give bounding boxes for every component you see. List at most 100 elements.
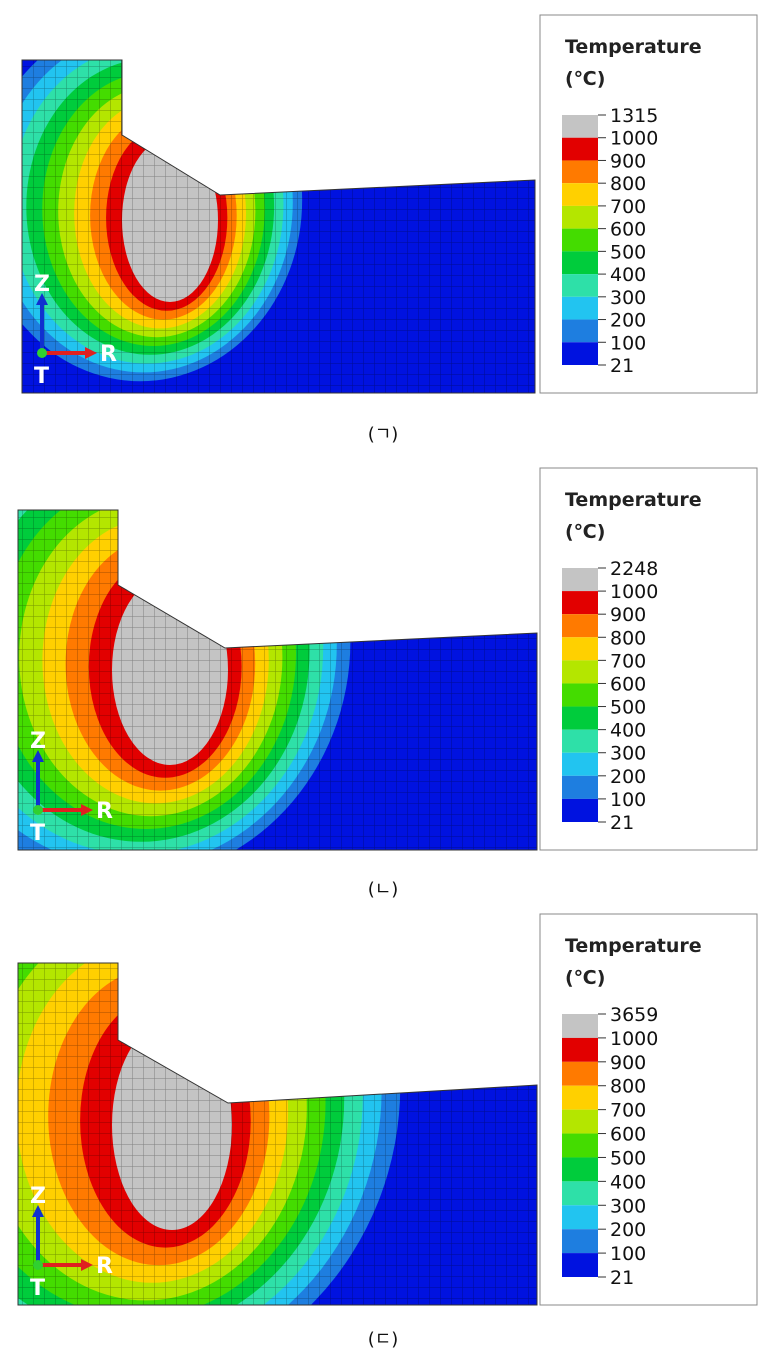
legend-swatch	[562, 706, 598, 730]
legend-swatch	[562, 637, 598, 661]
axis-label-z: Z	[30, 1184, 46, 1209]
legend-swatch	[562, 1157, 598, 1182]
plate-outline	[21, 59, 536, 394]
plate-outline	[17, 509, 538, 851]
t-dot	[37, 348, 47, 358]
legend-label: 300	[610, 287, 646, 309]
legend-label: 600	[610, 673, 646, 695]
legend-swatch	[562, 251, 598, 275]
legend-label: 100	[610, 1243, 646, 1265]
axis-label-z: Z	[34, 272, 50, 297]
plate-outline	[17, 962, 538, 1306]
legend-swatch	[562, 115, 598, 138]
legend-label: 700	[610, 196, 646, 218]
legend-swatch	[562, 1014, 598, 1038]
legend-label: 3659	[610, 1004, 658, 1026]
legend-unit: (℃)	[565, 521, 605, 543]
r-arrow-head	[85, 347, 97, 359]
legend-label: 1000	[610, 1028, 658, 1050]
legend-label: 900	[610, 1052, 646, 1074]
legend-label: 1000	[610, 128, 658, 150]
legend-label: 400	[610, 264, 646, 286]
axis-label-r: R	[96, 799, 113, 824]
legend-label: 700	[610, 1100, 646, 1122]
legend-label: 800	[610, 173, 646, 195]
legend-label: 400	[610, 1171, 646, 1193]
axis-label-t: T	[34, 364, 49, 389]
legend-label: 500	[610, 697, 646, 719]
legend-label: 300	[610, 743, 646, 765]
legend-label: 600	[610, 219, 646, 241]
legend-label: 200	[610, 766, 646, 788]
caption: (ㄷ)	[368, 1329, 399, 1350]
legend-swatch	[562, 274, 598, 297]
legend-swatch	[562, 296, 598, 320]
t-dot	[33, 805, 43, 815]
fe-plot	[22, 60, 535, 393]
legend-swatch	[562, 1229, 598, 1254]
panel: Z R T Temperature (℃)36591000900800700600500…	[17, 913, 758, 1350]
legend-swatch	[562, 319, 598, 343]
legend-swatch	[562, 1181, 598, 1206]
panel: Z R T Temperature (℃)13151000900800700600500…	[21, 14, 758, 445]
legend-swatch	[562, 729, 598, 753]
legend-label: 600	[610, 1124, 646, 1146]
legend-swatch	[562, 1085, 598, 1110]
legend-swatch	[562, 798, 598, 822]
legend-swatch	[562, 183, 598, 206]
legend-label: 500	[610, 1147, 646, 1169]
legend-label: 21	[610, 1267, 634, 1289]
legend-label: 1000	[610, 581, 658, 603]
legend-label: 100	[610, 332, 646, 354]
r-arrow-head	[81, 804, 93, 816]
legend-swatch	[562, 683, 598, 707]
legend-label: 200	[610, 1219, 646, 1241]
legend-swatch	[562, 1109, 598, 1134]
legend-label: 300	[610, 1195, 646, 1217]
legend-label: 2248	[610, 558, 658, 580]
legend-unit: (℃)	[565, 967, 605, 989]
mesh	[22, 60, 535, 393]
legend-unit: (℃)	[565, 68, 605, 90]
axis-label-t: T	[30, 821, 45, 846]
caption: (ㄱ)	[368, 424, 399, 445]
legend-swatch	[562, 660, 598, 684]
legend-swatch	[562, 342, 598, 365]
legend-swatch	[562, 752, 598, 776]
legend-label: 21	[610, 812, 634, 834]
legend-swatch	[562, 568, 598, 592]
legend-swatch	[562, 160, 598, 184]
axis-label-t: T	[30, 1276, 45, 1301]
z-arrow-head	[32, 750, 44, 762]
axis-label-r: R	[96, 1254, 113, 1279]
z-arrow-head	[36, 293, 48, 305]
legend-label: 500	[610, 241, 646, 263]
axis-label-r: R	[100, 342, 117, 367]
legend-label: 900	[610, 604, 646, 626]
legend-swatch	[562, 137, 598, 161]
legend-swatch	[562, 591, 598, 615]
legend-label: 1315	[610, 105, 658, 127]
caption: (ㄴ)	[368, 879, 399, 900]
legend-swatch	[562, 228, 598, 252]
fe-plot	[18, 963, 537, 1305]
legend-label: 900	[610, 150, 646, 172]
legend-label: 800	[610, 1076, 646, 1098]
panel: Z R T Temperature (℃)22481000900800700600500…	[17, 467, 758, 900]
z-arrow-head	[32, 1205, 44, 1217]
legend-swatch	[562, 1205, 598, 1230]
legend-swatch	[562, 775, 598, 799]
r-arrow-head	[81, 1259, 93, 1271]
legend-swatch	[562, 1037, 598, 1062]
axis-label-z: Z	[30, 729, 46, 754]
legend-swatch	[562, 1133, 598, 1158]
t-dot	[33, 1260, 43, 1270]
legend-title: Temperature	[565, 489, 702, 511]
legend-label: 700	[610, 650, 646, 672]
legend-swatch	[562, 1253, 598, 1277]
legend-label: 800	[610, 627, 646, 649]
legend-label: 400	[610, 720, 646, 742]
legend-label: 100	[610, 789, 646, 811]
legend-title: Temperature	[565, 935, 702, 957]
